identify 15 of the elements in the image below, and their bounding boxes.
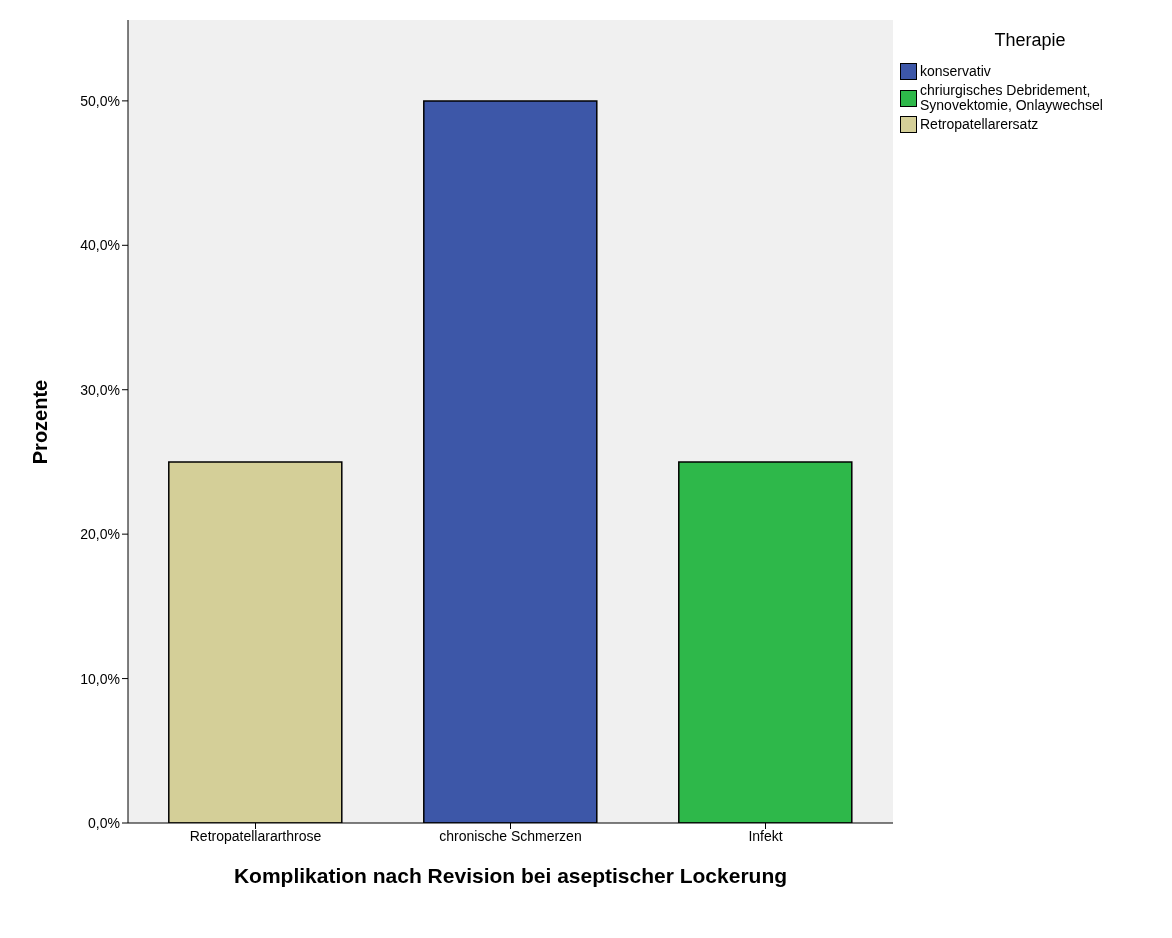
x-tick-label: Infekt: [748, 827, 783, 844]
legend-title: Therapie: [993, 30, 1067, 51]
legend-label: Retropatellarersatz: [920, 116, 1040, 132]
legend-label: chriurgisches Debridement, Synovektomie, Onlaywechsel: [920, 82, 1104, 113]
y-tick-label: 10,0%: [80, 670, 120, 687]
y-tick-label: 30,0%: [80, 381, 120, 398]
y-tick-label: 0,0%: [88, 814, 120, 831]
x-tick-label: chronische Schmerzen: [439, 827, 582, 844]
y-tick-label: 40,0%: [80, 237, 120, 254]
x-axis-title: Komplikation nach Revision bei aseptischer Lockerung: [232, 864, 789, 888]
y-tick-label: 50,0%: [80, 92, 120, 109]
x-tick-label: Retropatellararthrose: [189, 827, 322, 844]
y-axis-title: Prozente: [28, 379, 52, 464]
y-tick-label: 20,0%: [80, 526, 120, 543]
legend-label: konservativ: [920, 63, 992, 79]
